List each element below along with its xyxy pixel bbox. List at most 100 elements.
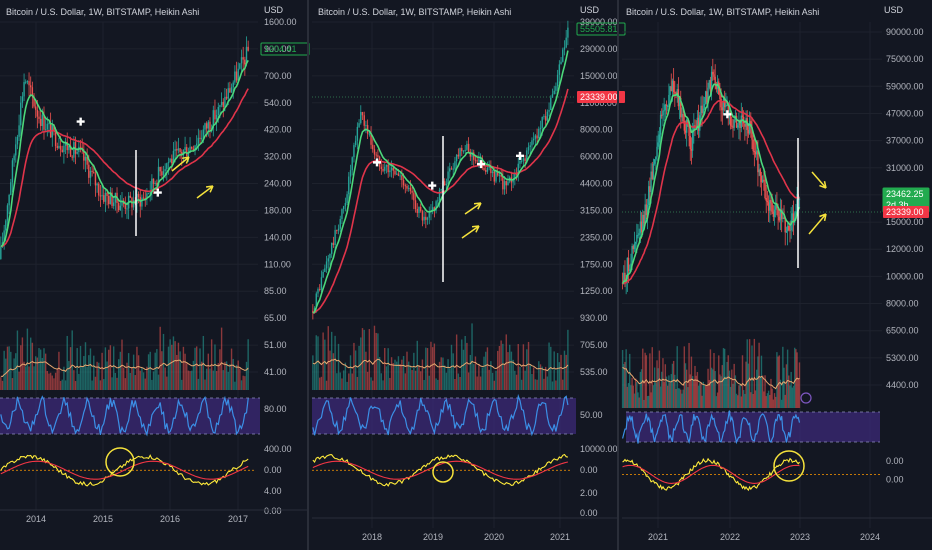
price-tick-label: 15000.00	[580, 71, 618, 81]
volume-bar	[748, 339, 751, 408]
volume-bar	[693, 380, 695, 408]
candle	[361, 111, 364, 116]
candle	[469, 151, 472, 157]
volume-bar	[361, 328, 364, 390]
volume-bar	[182, 346, 185, 390]
candle	[733, 119, 735, 128]
volume-bar	[239, 368, 241, 390]
candle	[690, 149, 693, 151]
volume-bar	[109, 345, 112, 390]
volume-bar	[741, 355, 744, 408]
annotation-arrow	[464, 202, 482, 215]
candle	[461, 148, 463, 152]
volume-bar	[207, 353, 210, 390]
candle	[96, 183, 98, 186]
candle	[789, 230, 791, 232]
volume-bar	[329, 350, 331, 390]
volume-bar	[476, 376, 478, 390]
candle	[527, 147, 530, 151]
candle	[785, 230, 788, 233]
volume-bar	[384, 347, 386, 390]
candle	[744, 123, 746, 127]
candle	[650, 171, 652, 192]
time-tick-label: 2015	[93, 514, 113, 524]
candle	[30, 85, 32, 88]
candle	[748, 121, 751, 134]
reference-price-label: 23339.00	[580, 92, 618, 102]
panel-2-time-axis: 2018 2019 2020 2021	[362, 532, 570, 542]
volume-bar	[720, 376, 722, 408]
volume-bar	[761, 375, 764, 408]
volume-bar	[86, 367, 88, 390]
price-tick-label: 1750.00	[580, 259, 613, 269]
candle	[200, 138, 203, 140]
candle	[399, 175, 401, 177]
candle	[421, 211, 424, 221]
volume-bar	[488, 369, 490, 390]
candle	[529, 145, 531, 148]
candle	[495, 171, 497, 182]
volume-bar	[648, 395, 650, 408]
oscillator-axis-label: 10000.00	[580, 444, 618, 454]
oscillator-fast-line	[0, 454, 249, 487]
rsi-band	[626, 412, 880, 442]
panel-1-moving-averages	[0, 59, 249, 248]
candle	[397, 173, 400, 176]
volume-bar	[656, 360, 658, 408]
candle	[332, 242, 335, 245]
price-tick-label: 47000.00	[886, 108, 924, 118]
volume-bar	[562, 379, 564, 390]
volume-bar	[164, 367, 166, 390]
candle	[385, 164, 388, 167]
candle	[152, 178, 155, 184]
volume-bar	[527, 341, 530, 390]
candle	[104, 192, 107, 202]
volume-bar	[91, 380, 93, 390]
candle	[194, 145, 196, 151]
volume-bar	[508, 344, 511, 390]
slow-moving-average-line	[0, 88, 249, 248]
candle	[657, 142, 659, 147]
candle	[431, 207, 434, 211]
fast-moving-average-line	[0, 59, 249, 248]
volume-bar	[227, 371, 229, 390]
volume-bar	[629, 353, 631, 408]
panel-2-rsi	[312, 393, 576, 437]
panel-2014-2017: Bitcoin / U.S. Dollar, 1W, BITSTAMP, Hei…	[0, 5, 310, 524]
candle	[719, 94, 721, 99]
candle	[706, 91, 708, 103]
volume-bar	[99, 380, 102, 390]
volume-bar	[322, 332, 324, 390]
candle	[708, 80, 710, 88]
candle	[655, 156, 657, 160]
volume-bar	[766, 393, 769, 408]
candle	[450, 168, 453, 170]
volume-bar	[783, 367, 785, 408]
volume-bar	[189, 371, 191, 390]
candle	[84, 156, 87, 161]
volume-bar	[317, 336, 319, 390]
candle	[108, 196, 110, 205]
candle	[661, 114, 663, 116]
volume-bar	[716, 392, 719, 408]
volume-bar	[551, 381, 554, 390]
candle	[514, 173, 516, 179]
time-tick-label: 2021	[648, 532, 668, 542]
candle	[503, 181, 506, 190]
candle	[626, 257, 629, 279]
oscillator-slow-line	[622, 464, 800, 484]
candle	[229, 88, 231, 93]
volume-bar	[337, 343, 340, 390]
cross-marker	[516, 151, 524, 160]
candle	[91, 170, 93, 172]
candle	[48, 123, 50, 125]
volume-bar	[217, 363, 219, 390]
candle	[414, 200, 417, 209]
volume-bar	[152, 371, 155, 390]
volume-bar	[667, 385, 669, 408]
volume-bar	[25, 366, 27, 390]
volume-bar	[219, 349, 221, 390]
candle	[642, 214, 644, 232]
volume-bar	[712, 369, 714, 408]
candle	[408, 187, 410, 189]
